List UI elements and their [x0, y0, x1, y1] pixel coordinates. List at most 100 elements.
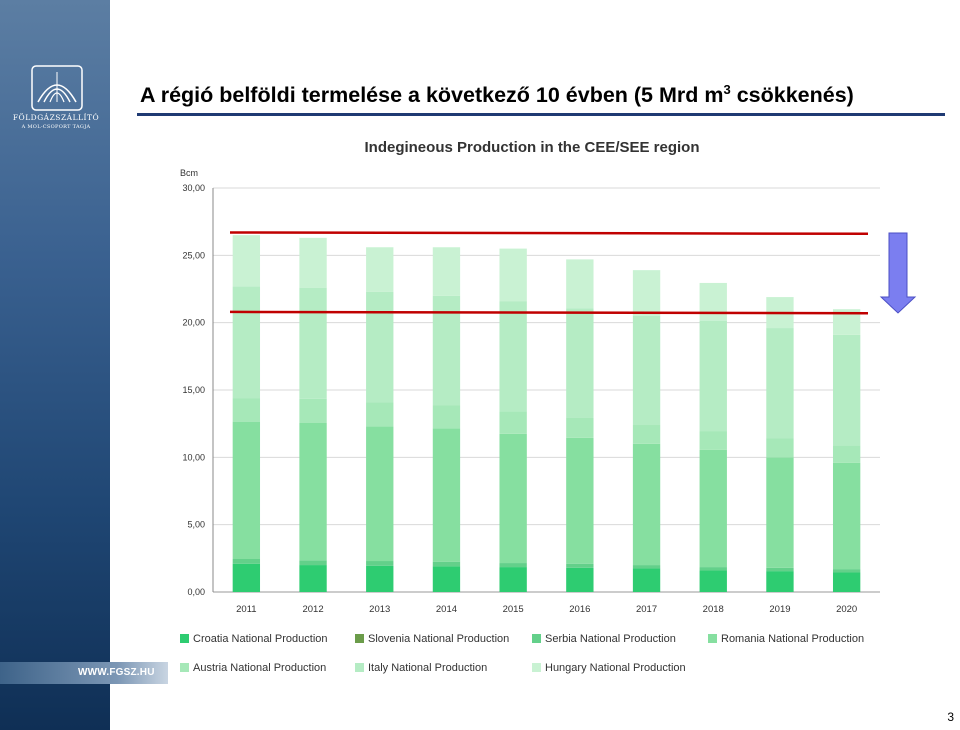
y-tick-label: 25,00 — [182, 250, 205, 260]
legend-item: Hungary National Production — [532, 662, 686, 674]
bar-segment — [432, 561, 461, 567]
bar-segment — [766, 438, 794, 458]
y-tick-label: 30,00 — [182, 183, 205, 193]
bar-segment — [232, 398, 261, 422]
bar-segment — [499, 248, 527, 302]
bar-segment — [566, 563, 594, 568]
bar-segment — [432, 295, 461, 406]
bar-segment — [232, 421, 261, 560]
bar-segment — [832, 445, 861, 463]
website-bar — [0, 662, 168, 684]
website-link[interactable]: WWW.FGSZ.HU — [78, 667, 155, 678]
bar-segment — [699, 320, 727, 432]
legend-item: Slovenia National Production — [355, 633, 509, 645]
legend-item: Austria National Production — [180, 662, 326, 674]
bar-segment — [699, 282, 727, 321]
y-tick-label: 20,00 — [182, 318, 205, 328]
bar-segment — [366, 247, 394, 292]
legend-label: Romania National Production — [721, 633, 865, 645]
bar-segment — [232, 286, 261, 399]
bar-segment — [566, 308, 594, 418]
sidebar-band: FÖLDGÁZSZÁLLÍTÓ A MOL-CSOPORT TAGJA — [0, 0, 110, 730]
bar-segment — [499, 301, 527, 412]
slide-title-superscript: 3 — [723, 82, 731, 97]
y-tick-label: 5,00 — [187, 520, 205, 530]
x-tick-label: 2012 — [302, 604, 323, 615]
legend-label: Serbia National Production — [545, 633, 676, 645]
legend-label: Slovenia National Production — [368, 633, 510, 645]
bar-segment — [299, 398, 327, 423]
bar-segment — [432, 247, 461, 296]
bar-segment — [432, 428, 461, 562]
slide-title-end: csökkenés) — [730, 83, 854, 108]
bar-segment — [566, 437, 594, 564]
reference-line — [229, 231, 869, 236]
slide-title: A régió belföldi termelése a következő 1… — [140, 82, 854, 108]
bar-segment — [699, 431, 727, 450]
bar-segment — [299, 237, 327, 288]
x-tick-label: 2015 — [503, 604, 524, 615]
bar-segment — [632, 425, 661, 444]
down-arrow-icon — [879, 232, 917, 314]
bar-segment — [366, 426, 394, 562]
bar-segment — [499, 411, 527, 434]
y-tick-label: 15,00 — [182, 385, 205, 395]
logo-name: FÖLDGÁZSZÁLLÍTÓ — [12, 113, 100, 122]
bar-segment — [299, 287, 327, 399]
bar-segment — [366, 291, 394, 403]
x-tick-label: 2014 — [436, 604, 457, 615]
x-tick-label: 2011 — [236, 604, 256, 615]
bar-segment — [299, 565, 327, 592]
bar-segment — [432, 405, 461, 429]
bar-segment — [832, 569, 861, 573]
legend-swatch — [355, 634, 364, 643]
bar-segment — [232, 563, 261, 592]
bars — [232, 235, 861, 592]
logo-subtitle: A MOL-CSOPORT TAGJA — [21, 124, 91, 130]
bar-segment — [566, 417, 594, 438]
legend-label: Hungary National Production — [545, 662, 686, 674]
bar-segment — [632, 315, 661, 426]
bar-segment — [499, 433, 527, 564]
bar-segment — [366, 402, 394, 427]
legend-swatch — [180, 663, 189, 672]
bar-segment — [632, 565, 661, 569]
reference-line — [229, 310, 869, 315]
x-tick-label: 2020 — [836, 604, 857, 615]
legend-swatch — [180, 634, 189, 643]
x-tick-label: 2017 — [636, 604, 657, 615]
x-tick-label: 2019 — [769, 604, 790, 615]
bar-segment — [499, 567, 527, 592]
legend-swatch — [708, 634, 717, 643]
bar-segment — [699, 449, 727, 568]
legend-item: Romania National Production — [708, 633, 864, 645]
bar-segment — [366, 565, 394, 592]
bar-segment — [366, 561, 394, 566]
bar-segment — [766, 567, 794, 572]
slide-title-main: A régió belföldi termelése a következő 1… — [140, 83, 724, 108]
y-tick-label: 0,00 — [187, 587, 205, 597]
x-tick-label: 2016 — [569, 604, 590, 615]
legend-label: Croatia National Production — [193, 633, 328, 645]
page-number: 3 — [947, 710, 954, 724]
x-tick-label: 2013 — [369, 604, 390, 615]
legend-swatch — [532, 663, 541, 672]
bar-segment — [299, 560, 327, 566]
bar-segment — [766, 457, 794, 568]
bar-segment — [432, 566, 461, 592]
bar-segment — [766, 571, 794, 592]
y-tick-label: 10,00 — [182, 452, 205, 462]
bar-segment — [566, 259, 594, 309]
bar-segment — [632, 568, 661, 592]
legend-swatch — [355, 663, 364, 672]
bar-segment — [499, 563, 527, 568]
bar-segment — [766, 328, 794, 439]
title-underline — [137, 113, 945, 116]
bar-segment — [832, 334, 861, 446]
bar-segment — [566, 567, 594, 592]
legend-label: Austria National Production — [193, 662, 327, 674]
bar-segment — [832, 572, 861, 592]
bar-segment — [299, 422, 327, 561]
legend-label: Italy National Production — [368, 662, 488, 674]
